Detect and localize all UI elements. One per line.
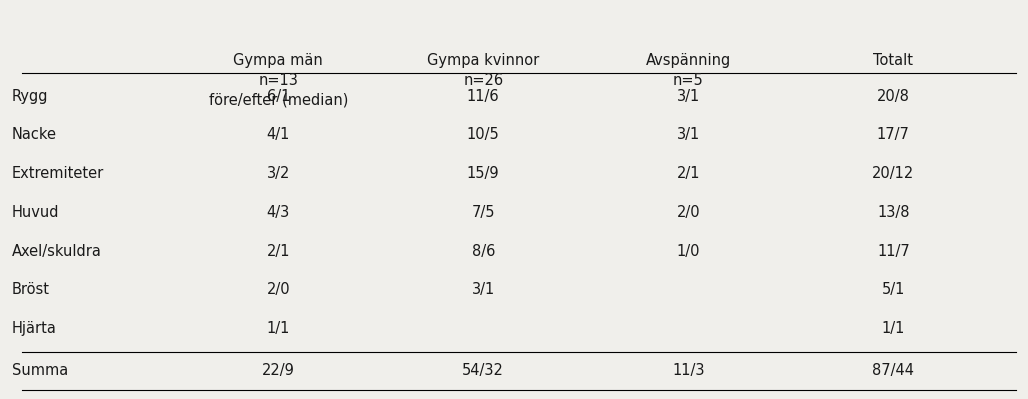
Text: 2/0: 2/0 [266,282,290,297]
Text: 5/1: 5/1 [882,282,905,297]
Text: 87/44: 87/44 [873,363,914,378]
Text: Avspänning
n=5: Avspänning n=5 [646,53,731,88]
Text: 10/5: 10/5 [467,127,500,142]
Text: Bröst: Bröst [11,282,49,297]
Text: 20/12: 20/12 [872,166,915,181]
Text: 1/1: 1/1 [882,321,905,336]
Text: Nacke: Nacke [11,127,57,142]
Text: 54/32: 54/32 [463,363,504,378]
Text: 3/1: 3/1 [472,282,494,297]
Text: 15/9: 15/9 [467,166,500,181]
Text: 11/3: 11/3 [672,363,704,378]
Text: Huvud: Huvud [11,205,60,220]
Text: 3/1: 3/1 [676,89,700,104]
Text: Totalt: Totalt [874,53,913,68]
Text: 8/6: 8/6 [472,244,494,259]
Text: Axel/skuldra: Axel/skuldra [11,244,102,259]
Text: 11/7: 11/7 [877,244,910,259]
Text: 13/8: 13/8 [877,205,910,220]
Text: Gympa kvinnor
n=26: Gympa kvinnor n=26 [427,53,540,88]
Text: Rygg: Rygg [11,89,48,104]
Text: 2/0: 2/0 [676,205,700,220]
Text: Hjärta: Hjärta [11,321,57,336]
Text: 7/5: 7/5 [472,205,495,220]
Text: Gympa män
n=13
före/efter (median): Gympa män n=13 före/efter (median) [209,53,347,107]
Text: 20/8: 20/8 [877,89,910,104]
Text: 22/9: 22/9 [262,363,295,378]
Text: 17/7: 17/7 [877,127,910,142]
Text: 1/0: 1/0 [676,244,700,259]
Text: 3/2: 3/2 [266,166,290,181]
Text: Extremiteter: Extremiteter [11,166,104,181]
Text: 4/3: 4/3 [266,205,290,220]
Text: 1/1: 1/1 [266,321,290,336]
Text: 6/1: 6/1 [266,89,290,104]
Text: 3/1: 3/1 [676,127,700,142]
Text: 11/6: 11/6 [467,89,500,104]
Text: 2/1: 2/1 [266,244,290,259]
Text: Summa: Summa [11,363,68,378]
Text: 4/1: 4/1 [266,127,290,142]
Text: 2/1: 2/1 [676,166,700,181]
